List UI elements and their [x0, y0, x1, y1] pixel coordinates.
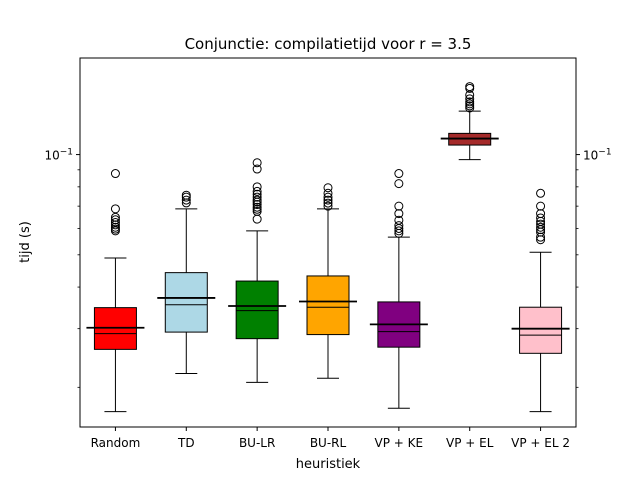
x-tick-label-td: TD [177, 436, 195, 450]
outlier-bu-lr [252, 164, 262, 174]
outlier-vp-ke [394, 226, 404, 236]
outlier-td [181, 190, 191, 200]
y-tick-label-left: 10−1 [44, 148, 73, 163]
outlier-td [181, 195, 191, 205]
y-tick-label-right: 10−1 [583, 148, 612, 163]
outlier-bu-lr [252, 200, 262, 210]
plot-frame [79, 57, 577, 428]
outlier-bu-lr [252, 214, 262, 224]
outlier-random [110, 226, 120, 236]
x-tick-label-bu-lr: BU-LR [239, 436, 275, 450]
outlier-vp-ke [394, 169, 404, 179]
outlier-bu-lr [252, 182, 262, 192]
x-tick-label-bu-rl: BU-RL [310, 436, 347, 450]
outlier-vp-el [465, 82, 475, 92]
outlier-bu-lr [252, 192, 262, 202]
outlier-vp-el-2 [536, 225, 546, 235]
outlier-vp-ke [394, 223, 404, 233]
outlier-bu-lr [252, 197, 262, 207]
outlier-random [110, 215, 120, 225]
outlier-vp-el-2 [536, 213, 546, 223]
x-tick-label-vp-el: VP + EL [446, 436, 494, 450]
outlier-vp-el-2 [536, 222, 546, 232]
y-axis-label: tijd (s) [18, 221, 33, 263]
outlier-bu-rl [323, 183, 333, 193]
outlier-bu-rl [323, 201, 333, 211]
outlier-bu-rl [323, 195, 333, 205]
outlier-bu-lr [252, 202, 262, 212]
outlier-vp-ke [394, 201, 404, 211]
outlier-vp-el-2 [536, 188, 546, 198]
outlier-vp-el-2 [536, 232, 546, 242]
x-tick-label-random: Random [91, 436, 141, 450]
outlier-bu-lr [252, 186, 262, 196]
x-tick-label-vp-ke: VP + KE [375, 436, 424, 450]
plot-area: Random TD BU-LR BU-RL VP + KE VP + EL VP + EL … [44, 57, 612, 450]
box-bu-rl [306, 275, 350, 336]
box-vp-el-2 [519, 306, 563, 354]
box-bu-lr [235, 280, 279, 340]
outlier-random [110, 204, 120, 214]
outlier-vp-ke [394, 228, 404, 238]
outlier-vp-el-2 [536, 235, 546, 245]
outlier-vp-el [465, 97, 475, 107]
outlier-vp-el [465, 103, 475, 113]
chart-title: Conjunctie: compilatietijd voor r = 3.5 [185, 35, 472, 53]
outlier-vp-el-2 [536, 201, 546, 211]
outlier-vp-ke [394, 209, 404, 219]
x-tick-label-vp-el-2: VP + EL 2 [511, 436, 570, 450]
outlier-vp-ke [394, 179, 404, 189]
outlier-random [110, 169, 120, 179]
x-axis-label: heuristiek [296, 457, 361, 472]
outlier-bu-rl [323, 192, 333, 202]
outlier-bu-lr [252, 158, 262, 168]
outlier-random [110, 220, 120, 230]
box-td [164, 272, 208, 333]
outlier-bu-rl [323, 198, 333, 208]
outlier-bu-rl [323, 188, 333, 198]
outlier-bu-lr [252, 204, 262, 214]
outlier-vp-el [465, 94, 475, 104]
